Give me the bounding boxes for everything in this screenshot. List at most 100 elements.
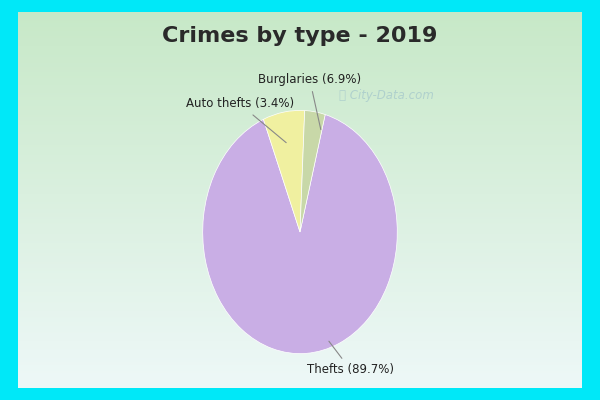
Bar — [18, 112, 582, 114]
Bar — [18, 241, 582, 243]
Bar — [18, 12, 582, 14]
Bar — [18, 238, 582, 240]
Bar — [18, 52, 582, 53]
Bar — [18, 298, 582, 300]
Bar — [18, 249, 582, 251]
Bar — [18, 230, 582, 232]
Bar — [18, 142, 582, 144]
Bar — [18, 258, 582, 260]
Bar — [18, 294, 582, 296]
Bar — [18, 283, 582, 285]
Bar — [18, 286, 582, 288]
Bar — [18, 61, 582, 63]
Bar — [18, 270, 582, 272]
Bar — [18, 219, 582, 221]
Bar — [18, 375, 582, 377]
Wedge shape — [300, 110, 325, 232]
Bar — [18, 187, 582, 189]
Bar — [18, 63, 582, 65]
Bar — [18, 320, 582, 322]
Bar — [18, 243, 582, 245]
Bar — [18, 328, 582, 330]
Bar — [18, 324, 582, 326]
Bar — [18, 14, 582, 16]
Bar — [18, 74, 582, 76]
Bar — [18, 262, 582, 264]
Bar — [18, 380, 582, 382]
Bar — [18, 190, 582, 192]
Bar — [18, 125, 582, 127]
Bar — [18, 347, 582, 348]
Bar — [18, 350, 582, 352]
Bar — [18, 53, 582, 55]
Bar — [18, 221, 582, 222]
Bar — [18, 378, 582, 380]
Bar — [18, 305, 582, 307]
Bar — [18, 29, 582, 31]
Bar — [18, 260, 582, 262]
Bar — [18, 208, 582, 210]
Bar — [18, 285, 582, 286]
Bar — [18, 215, 582, 217]
Bar — [18, 254, 582, 256]
Bar — [18, 226, 582, 228]
Bar — [18, 172, 582, 174]
Wedge shape — [263, 110, 305, 232]
Bar — [18, 57, 582, 59]
Bar — [18, 36, 582, 38]
Bar — [18, 85, 582, 87]
Bar — [18, 341, 582, 343]
Bar — [18, 245, 582, 247]
Bar — [18, 40, 582, 42]
Bar — [18, 70, 582, 72]
Bar — [18, 84, 582, 85]
Bar — [18, 34, 582, 36]
Bar — [18, 377, 582, 378]
Bar — [18, 302, 582, 303]
Bar — [18, 80, 582, 82]
Bar — [18, 335, 582, 337]
Bar — [18, 179, 582, 181]
Bar — [18, 332, 582, 334]
Bar — [18, 373, 582, 375]
Bar — [18, 18, 582, 20]
Bar — [18, 174, 582, 176]
Bar — [18, 91, 582, 93]
Wedge shape — [203, 114, 397, 354]
Bar — [18, 162, 582, 164]
Bar — [18, 281, 582, 283]
Text: Burglaries (6.9%): Burglaries (6.9%) — [258, 73, 361, 130]
Bar — [18, 204, 582, 206]
Bar — [18, 20, 582, 22]
Bar — [18, 360, 582, 362]
Bar — [18, 106, 582, 108]
Bar — [18, 110, 582, 112]
Bar — [18, 339, 582, 341]
Bar — [18, 136, 582, 138]
Bar — [18, 303, 582, 305]
Bar — [18, 247, 582, 249]
Bar — [18, 116, 582, 117]
Bar — [18, 140, 582, 142]
Bar — [18, 155, 582, 157]
Bar — [18, 217, 582, 219]
Bar — [18, 128, 582, 130]
Bar — [18, 337, 582, 339]
Bar — [18, 356, 582, 358]
Bar — [18, 334, 582, 335]
Bar — [18, 147, 582, 149]
Bar — [18, 72, 582, 74]
Bar — [18, 322, 582, 324]
Bar — [18, 234, 582, 236]
Bar — [18, 168, 582, 170]
Text: Auto thefts (3.4%): Auto thefts (3.4%) — [185, 97, 294, 143]
Bar — [18, 222, 582, 224]
Bar — [18, 384, 582, 386]
Bar — [18, 170, 582, 172]
Bar — [18, 42, 582, 44]
Bar — [18, 228, 582, 230]
Bar — [18, 330, 582, 332]
Bar — [18, 123, 582, 125]
Bar — [18, 206, 582, 208]
Bar — [18, 97, 582, 98]
